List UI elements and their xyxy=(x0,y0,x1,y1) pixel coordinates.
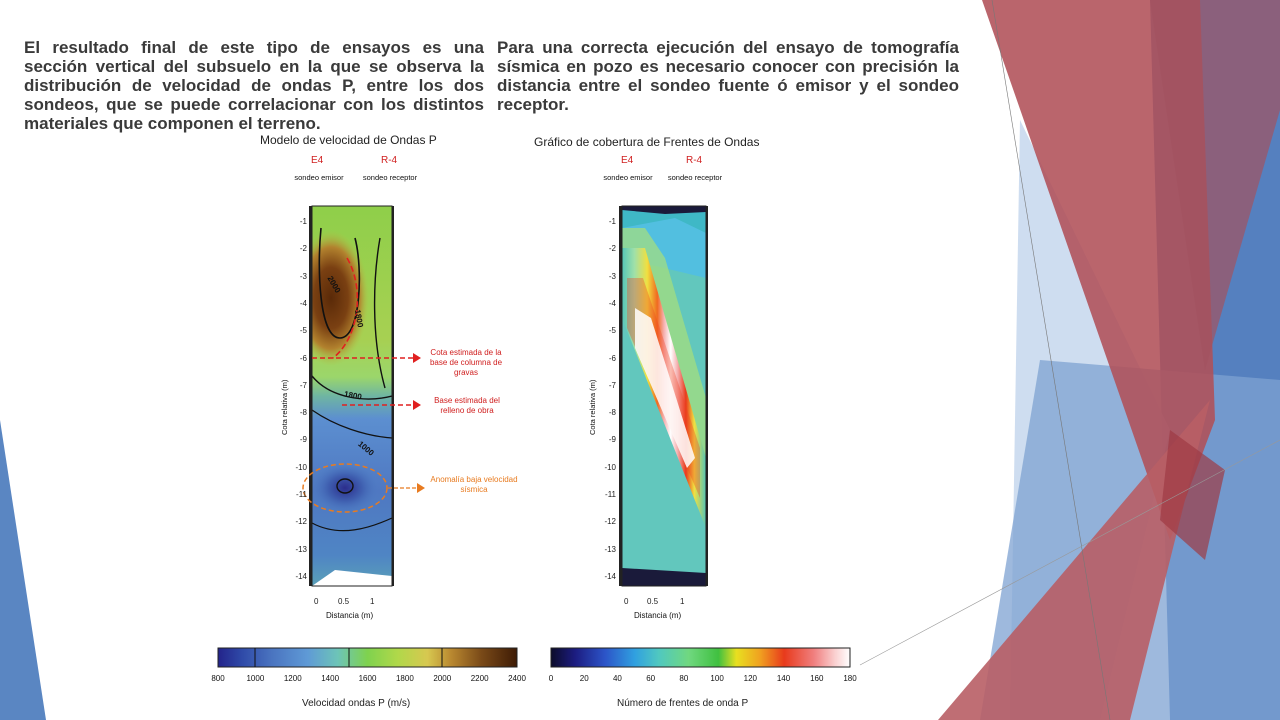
left-y-tick: -2 xyxy=(299,244,307,254)
wavefront-colorbar-tick: 180 xyxy=(843,674,857,683)
red-top-right-shard xyxy=(1150,0,1280,370)
velocity-colorbar-tick: 2000 xyxy=(433,674,452,683)
velocity-model-plot xyxy=(302,205,425,587)
velocity-colorbar-tick: 1200 xyxy=(283,674,302,683)
left-source-sub: sondeo emisor xyxy=(294,173,344,182)
wavefront-colorbar-tick: 40 xyxy=(612,674,622,683)
red-top-shard xyxy=(982,0,1215,540)
left-x-tick-0: 0 xyxy=(314,597,319,606)
right-y-tick: -14 xyxy=(604,571,616,581)
blue-left-wedge xyxy=(0,420,46,720)
right-y-tick: -3 xyxy=(608,271,616,281)
right-x-tick-0: 0 xyxy=(624,597,629,606)
wavefront-colorbar-tick: 20 xyxy=(579,674,589,683)
left-receiver-sub: sondeo receptor xyxy=(362,173,418,182)
left-y-tick: -3 xyxy=(299,271,307,281)
wavefront-colorbar-tick: 0 xyxy=(548,674,554,683)
right-y-tick: -11 xyxy=(605,490,616,499)
annotation-fill-base: Base estimada del relleno de obra xyxy=(434,396,500,415)
right-receiver-label: R-4 xyxy=(686,155,703,166)
left-receiver-label: R-4 xyxy=(381,155,398,166)
left-y-tick: -11 xyxy=(296,490,307,499)
velocity-colorbar-tick: 1000 xyxy=(246,674,265,683)
dark-red-shard xyxy=(1160,430,1225,560)
wavefront-colorbar-tick: 160 xyxy=(810,674,824,683)
right-y-tick: -9 xyxy=(608,435,616,445)
right-y-tick: -4 xyxy=(608,298,616,308)
left-x-tick-0-5: 0.5 xyxy=(338,597,350,606)
left-x-tick-1: 1 xyxy=(370,597,375,606)
wavefront-colorbar-tick: 80 xyxy=(679,674,689,683)
wavefront-colorbar-title: Número de frentes de onda P xyxy=(617,698,749,709)
velocity-colorbar-tick: 1800 xyxy=(395,674,414,683)
left-y-tick: -1 xyxy=(299,217,307,226)
right-plot-title: Gráfico de cobertura de Frentes de Ondas xyxy=(534,135,760,149)
right-y-tick: -8 xyxy=(608,408,616,418)
velocity-colorbar-tick: 2400 xyxy=(508,674,526,683)
right-y-tick: -13 xyxy=(604,544,616,554)
thin-line-2 xyxy=(859,439,1280,666)
text-paragraph-left: El resultado final de este tipo de ensay… xyxy=(24,38,484,133)
left-y-tick: -10 xyxy=(295,462,307,472)
right-receiver-sub: sondeo receptor xyxy=(667,173,723,182)
wavefront-colorbar-tick: 100 xyxy=(710,674,724,683)
thin-line-1 xyxy=(991,0,1111,720)
left-source-label: E4 xyxy=(311,155,324,166)
wavefront-colorbar xyxy=(550,647,851,668)
wavefront-colorbar-tick: 120 xyxy=(743,674,757,683)
left-y-tick: -6 xyxy=(299,353,307,363)
left-y-tick: -12 xyxy=(295,517,307,527)
right-y-tick: -10 xyxy=(604,462,616,472)
annotation-gravel-base: Cota estimada de la base de columna de g… xyxy=(429,348,503,377)
annotation-anomaly: Anomalía baja velocidad sísmica xyxy=(430,475,518,494)
wavefront-colorbar-tick: 140 xyxy=(776,674,791,683)
velocity-colorbar-tick: 2200 xyxy=(470,674,489,683)
text-paragraph-right: Para una correcta ejecución del ensayo d… xyxy=(497,38,959,114)
right-y-tick: -2 xyxy=(608,244,616,254)
right-y-tick: -7 xyxy=(608,380,616,390)
left-y-tick: -5 xyxy=(299,326,307,336)
velocity-colorbar-tick: 800 xyxy=(211,674,225,683)
right-y-tick: -5 xyxy=(608,326,616,336)
right-x-tick-0-5: 0.5 xyxy=(647,597,659,606)
left-y-tick: -13 xyxy=(295,544,307,554)
left-x-axis-label: Distancia (m) xyxy=(326,611,374,620)
wavefront-colorbar-tick: 60 xyxy=(646,674,656,683)
red-bottom-shard xyxy=(938,400,1210,720)
left-y-tick: -9 xyxy=(299,435,307,445)
wavefront-coverage-plot xyxy=(619,205,708,587)
right-x-tick-1: 1 xyxy=(680,597,685,606)
left-y-tick: -8 xyxy=(299,408,307,418)
left-y-tick: -7 xyxy=(299,380,307,390)
left-plot-title: Modelo de velocidad de Ondas P xyxy=(260,133,437,147)
right-source-sub: sondeo emisor xyxy=(603,173,653,182)
right-source-label: E4 xyxy=(621,155,634,166)
left-y-tick: -14 xyxy=(295,571,307,581)
velocity-colorbar-tick: 1400 xyxy=(321,674,340,683)
right-y-tick: -1 xyxy=(608,217,616,226)
left-y-tick: -4 xyxy=(299,298,307,308)
velocity-colorbar xyxy=(217,647,518,668)
right-x-axis-label: Distancia (m) xyxy=(634,611,682,620)
right-y-tick: -12 xyxy=(604,517,616,527)
right-y-tick: -6 xyxy=(608,353,616,363)
velocity-colorbar-tick: 1600 xyxy=(358,674,377,683)
velocity-colorbar-title: Velocidad ondas P (m/s) xyxy=(302,698,411,709)
